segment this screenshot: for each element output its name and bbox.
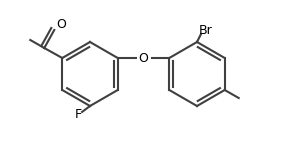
Text: F: F [74,107,82,120]
Text: O: O [139,51,148,64]
Text: Br: Br [199,24,213,37]
Text: O: O [56,19,66,32]
